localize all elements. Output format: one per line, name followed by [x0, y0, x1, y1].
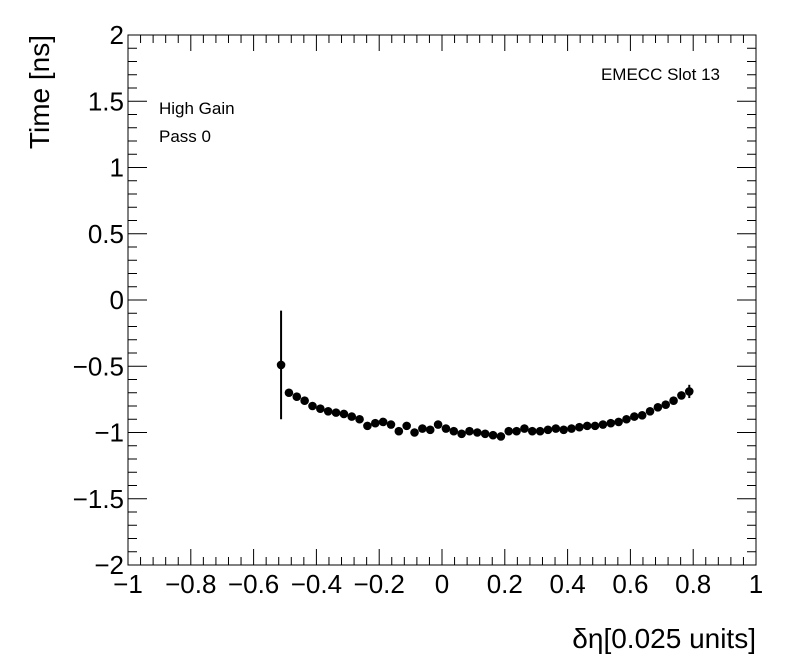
- data-point: [637, 410, 647, 420]
- x-tick-label: 0.2: [487, 569, 523, 599]
- data-point: [661, 400, 671, 409]
- data-point: [394, 426, 404, 436]
- data-point: [543, 425, 553, 435]
- data-point: [449, 426, 459, 436]
- data-point: [370, 418, 380, 428]
- data-point: [402, 421, 411, 431]
- y-tick-label: 2: [110, 20, 124, 50]
- data-point: [316, 404, 325, 413]
- x-tick-label: −1: [113, 569, 143, 599]
- data-point: [347, 412, 357, 421]
- data-point: [669, 396, 678, 406]
- data-point: [684, 387, 694, 396]
- y-tick-label: 0.5: [88, 219, 124, 249]
- y-tick-label: 1: [110, 153, 124, 183]
- data-point: [488, 430, 498, 440]
- data-point: [378, 417, 388, 427]
- data-point: [410, 428, 419, 437]
- data-point: [457, 429, 466, 439]
- x-tick-label: −0.2: [354, 569, 405, 599]
- data-point: [630, 412, 639, 421]
- y-tick-label: −2: [94, 550, 124, 580]
- data-point: [520, 424, 529, 433]
- x-axis-label: δη[0.025 units]: [572, 623, 756, 654]
- data-point: [323, 407, 333, 416]
- data-point: [645, 407, 655, 416]
- data-point: [418, 424, 427, 433]
- gain-annotation: High Gain: [159, 99, 235, 118]
- data-point: [677, 391, 686, 400]
- y-tick-label: 1.5: [88, 86, 124, 116]
- data-point: [551, 424, 561, 433]
- x-tick-label: 0.6: [612, 569, 648, 599]
- x-tick-label: −0.8: [165, 569, 216, 599]
- data-point: [300, 396, 309, 406]
- data-point: [622, 414, 631, 424]
- data-point: [653, 403, 663, 412]
- tick-marks: [127, 34, 757, 566]
- data-point: [441, 424, 451, 433]
- data-point: [590, 421, 600, 431]
- data-point: [425, 425, 435, 435]
- plot-frame: [127, 34, 757, 566]
- x-tick-labels: −1 −0.8 −0.6 −0.4 −0.2 0 0.2 0.4 0.6 0.8 1: [113, 569, 763, 599]
- x-tick-label: −0.4: [291, 569, 342, 599]
- data-point: [284, 388, 294, 398]
- data-point: [292, 392, 302, 402]
- pass-annotation: Pass 0: [159, 127, 211, 146]
- y-tick-label: −1: [94, 418, 124, 448]
- data-point: [433, 420, 443, 429]
- data-point: [575, 422, 584, 432]
- data-point: [535, 426, 545, 436]
- data-point: [614, 417, 623, 427]
- data-point: [567, 424, 576, 433]
- data-point: [473, 428, 482, 437]
- data-point: [606, 418, 616, 428]
- data-point: [276, 360, 286, 370]
- data-point: [512, 426, 521, 436]
- x-tick-label: 1: [749, 569, 763, 599]
- data-point: [504, 426, 514, 436]
- data-point: [465, 426, 474, 436]
- x-tick-label: −0.6: [228, 569, 279, 599]
- y-tick-label: 0: [110, 285, 124, 315]
- data-point: [598, 420, 608, 429]
- data-point: [480, 429, 490, 439]
- x-tick-label: 0.8: [675, 569, 711, 599]
- slot-annotation: EMECC Slot 13: [601, 65, 720, 84]
- x-tick-label: 0: [435, 569, 449, 599]
- data-point: [331, 408, 341, 417]
- data-point: [496, 432, 506, 441]
- data-points: [276, 310, 694, 441]
- data-point: [559, 425, 568, 435]
- data-point: [386, 420, 396, 429]
- data-point: [308, 401, 317, 411]
- data-point: [355, 414, 364, 424]
- y-tick-labels: −2 −1.5 −1 −0.5 0 0.5 1 1.5 2: [73, 20, 124, 580]
- data-point: [363, 421, 372, 431]
- data-point: [527, 426, 537, 436]
- y-tick-label: −0.5: [73, 351, 124, 381]
- data-point: [339, 409, 349, 419]
- x-tick-label: 0.4: [550, 569, 586, 599]
- data-point: [582, 421, 592, 431]
- y-tick-label: −1.5: [73, 484, 124, 514]
- y-axis-label: Time [ns]: [24, 35, 55, 149]
